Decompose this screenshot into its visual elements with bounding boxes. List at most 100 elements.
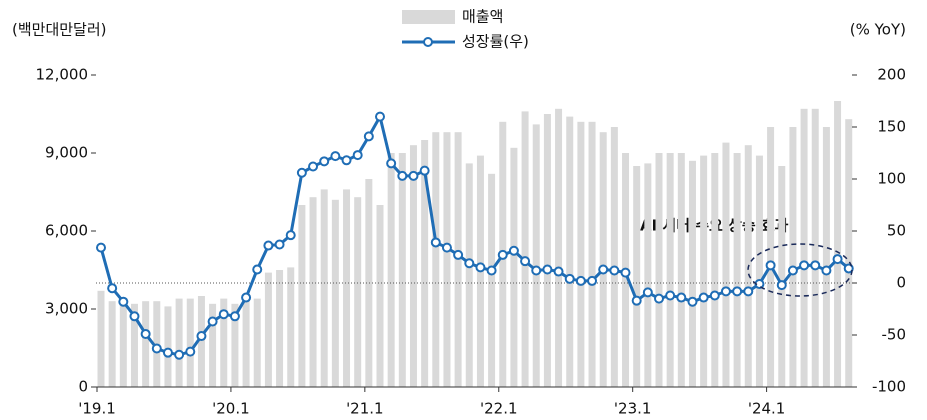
marker — [107, 283, 118, 294]
marker — [263, 240, 274, 251]
bar — [822, 127, 830, 387]
marker — [252, 264, 263, 275]
marker — [787, 265, 798, 276]
bar — [287, 267, 295, 387]
y2-tick-label: 0 — [896, 274, 906, 292]
marker — [743, 286, 754, 297]
marker — [497, 249, 508, 260]
highlight-ellipse — [747, 243, 853, 297]
y2-tick-label: 100 — [877, 170, 906, 188]
y-axis-label: (백만대만달러) — [12, 21, 107, 39]
bar — [253, 298, 261, 387]
marker — [241, 292, 252, 303]
bar — [298, 205, 306, 387]
y2-axis-label: (% YoY) — [850, 21, 906, 39]
bar — [688, 160, 696, 387]
bar — [677, 153, 685, 387]
marker — [587, 275, 598, 286]
bar — [242, 301, 250, 387]
marker — [698, 292, 709, 303]
marker — [709, 290, 720, 301]
marker — [375, 111, 385, 122]
bar — [633, 166, 641, 387]
marker — [520, 256, 531, 267]
bar — [722, 142, 730, 387]
y2-tick-label: -100 — [872, 378, 906, 396]
marker — [475, 262, 486, 273]
bar — [577, 121, 585, 388]
legend-label: 매출액 — [462, 8, 503, 26]
bar — [834, 101, 842, 387]
marker — [341, 155, 352, 166]
marker — [687, 296, 698, 307]
marker — [308, 161, 319, 172]
marker — [386, 158, 397, 169]
y-tick-label: 12,000 — [36, 66, 89, 84]
marker — [508, 245, 519, 256]
y-tick-label: 9,000 — [45, 144, 88, 162]
marker — [162, 347, 173, 358]
bar — [588, 121, 596, 388]
y-tick-label: 6,000 — [45, 222, 88, 240]
legend-label: 성장률(우) — [462, 33, 529, 51]
marker — [207, 316, 218, 327]
marker — [274, 239, 285, 250]
x-tick-label: '24.1 — [748, 400, 786, 418]
marker — [720, 286, 731, 297]
bar — [398, 153, 406, 387]
bar — [343, 189, 351, 387]
marker — [553, 266, 564, 277]
marker — [486, 265, 497, 276]
x-tick-label: '21.1 — [346, 400, 384, 418]
bar — [387, 153, 395, 387]
bar — [376, 205, 384, 387]
bar — [644, 163, 652, 387]
marker — [631, 295, 642, 306]
x-tick-label: '23.1 — [614, 400, 652, 418]
marker — [821, 265, 832, 276]
bar — [186, 298, 194, 387]
bar — [209, 303, 217, 387]
bar — [555, 108, 563, 388]
marker — [285, 230, 296, 241]
bar — [197, 296, 205, 387]
x-tick-label: '20.1 — [212, 400, 250, 418]
marker — [174, 349, 185, 360]
bar — [354, 197, 362, 387]
marker — [531, 265, 542, 276]
marker — [665, 290, 676, 301]
bar — [532, 124, 540, 388]
bar — [130, 303, 138, 387]
marker — [330, 151, 341, 162]
legend-swatch — [402, 10, 455, 24]
bar — [320, 189, 328, 387]
bar — [465, 163, 473, 387]
marker — [419, 165, 430, 176]
marker — [408, 170, 419, 181]
bar — [566, 116, 574, 387]
bar — [733, 153, 741, 387]
marker — [832, 254, 843, 265]
y2-tick-label: 150 — [877, 118, 906, 136]
y2-tick-label: 50 — [887, 222, 906, 240]
legend-marker — [423, 37, 433, 47]
marker — [96, 242, 106, 253]
x-tick-label: '22.1 — [480, 400, 518, 418]
marker — [129, 311, 140, 322]
bar — [164, 306, 172, 387]
marker — [151, 343, 162, 354]
marker — [810, 260, 821, 271]
marker — [609, 265, 620, 276]
marker — [296, 167, 307, 178]
marker — [765, 260, 776, 271]
marker — [676, 292, 687, 303]
marker — [799, 260, 810, 271]
bar — [811, 108, 819, 388]
marker — [598, 264, 609, 275]
bar — [443, 132, 451, 387]
bar — [421, 140, 429, 387]
marker — [196, 331, 207, 342]
bar — [432, 132, 440, 387]
bar — [789, 127, 797, 387]
